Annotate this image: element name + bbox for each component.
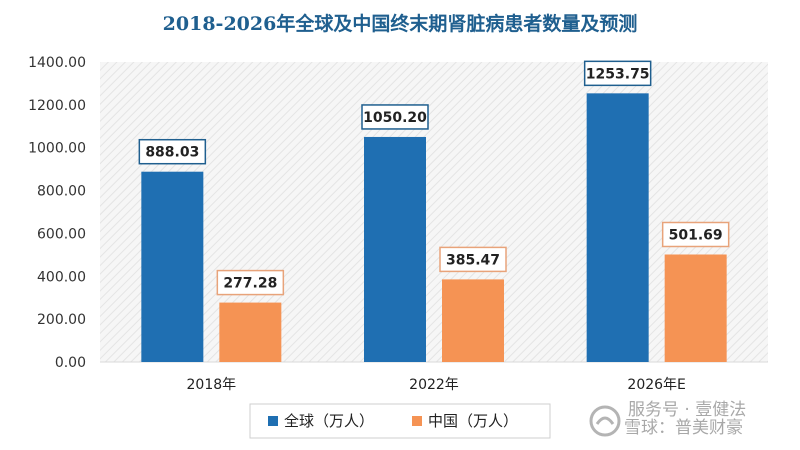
bar (364, 136, 426, 362)
watermark-line1: 服务号 · 壹健法 (628, 400, 747, 420)
bar (586, 93, 649, 362)
watermark: 服务号 · 壹健法 雪球：普美财豪 (588, 400, 798, 444)
watermark-line2: 雪球：普美财豪 (624, 418, 743, 438)
bar (141, 171, 204, 362)
data-label-box (583, 60, 652, 87)
bars (141, 93, 727, 362)
snowball-logo-icon (589, 405, 621, 437)
bar (442, 279, 504, 362)
data-labels: 888.03 277.28 1050.20 385.47 1253.75 501.69 (138, 60, 730, 296)
legend-swatch (412, 416, 422, 426)
data-label: 277.28 (223, 276, 277, 292)
y-axis: 0.00 200.00 400.00 600.00 800.00 1000.00 1200.… (28, 55, 86, 371)
bar (664, 254, 727, 362)
bar (219, 302, 282, 362)
legend-label: 全球（万人） (284, 412, 374, 430)
legend-box (249, 403, 551, 439)
x-axis: 2018年 2022年 2026年E (100, 361, 768, 393)
y-tick-label: 800.00 (37, 184, 86, 200)
legend: 全球（万人） 中国（万人） (249, 403, 551, 439)
data-label-box (216, 269, 285, 296)
data-label: 501.69 (669, 227, 723, 243)
data-label: 1050.20 (363, 110, 427, 126)
x-tick-label: 2018年 (187, 377, 237, 393)
data-label: 1253.75 (586, 66, 650, 82)
x-tick-label: 2026年E (627, 377, 685, 393)
data-label: 888.03 (145, 145, 199, 161)
data-label-box (439, 246, 507, 273)
legend-swatch (268, 416, 278, 426)
legend-label: 中国（万人） (428, 412, 518, 430)
chart-title: 2018-2026年全球及中国终末期肾脏病患者数量及预测 (163, 12, 638, 35)
data-label-box (361, 104, 429, 130)
data-label-box (138, 138, 207, 165)
y-tick-label: 1200.00 (28, 98, 86, 114)
data-label-box (661, 221, 730, 248)
y-tick-label: 1400.00 (28, 55, 86, 71)
y-tick-label: 0.00 (55, 355, 86, 371)
x-tick-label: 2022年 (409, 377, 459, 393)
plot-background (100, 62, 768, 362)
y-tick-label: 600.00 (37, 226, 86, 242)
y-tick-label: 200.00 (37, 312, 86, 328)
data-label: 385.47 (446, 252, 500, 268)
y-tick-label: 1000.00 (28, 141, 86, 157)
y-tick-label: 400.00 (37, 269, 86, 285)
